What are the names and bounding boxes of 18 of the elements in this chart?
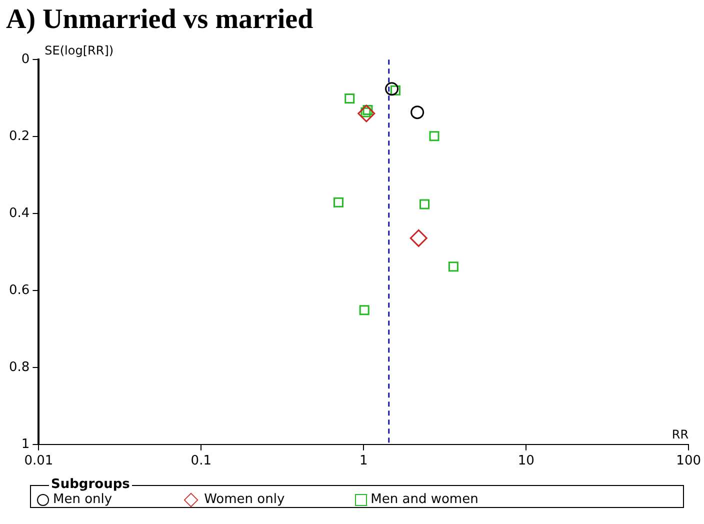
y-tick-label: 1 [21, 436, 30, 452]
x-tick-label: 10 [518, 454, 534, 469]
x-tick-label: 0.01 [24, 454, 54, 469]
y-tick-label: 0 [21, 52, 30, 67]
x-tick-label: 1 [359, 454, 368, 469]
y-tick-label: 0.8 [8, 360, 30, 375]
x-tick-label: 0.1 [190, 454, 212, 469]
chart-title: A) Unmarried vs married [6, 4, 314, 36]
legend-label: Women only [204, 492, 285, 508]
x-axis-title: RR [672, 428, 689, 442]
legend-label: Men only [53, 492, 112, 508]
y-tick-label: 0.4 [8, 206, 30, 221]
y-tick-label: 0.6 [8, 282, 30, 298]
x-tick-label: 100 [676, 454, 702, 469]
legend-label: Men and women [370, 492, 478, 508]
y-axis-title: SE(log[RR]) [44, 44, 114, 58]
legend-title: Subgroups [50, 477, 131, 492]
y-tick-label: 0.2 [8, 128, 30, 144]
